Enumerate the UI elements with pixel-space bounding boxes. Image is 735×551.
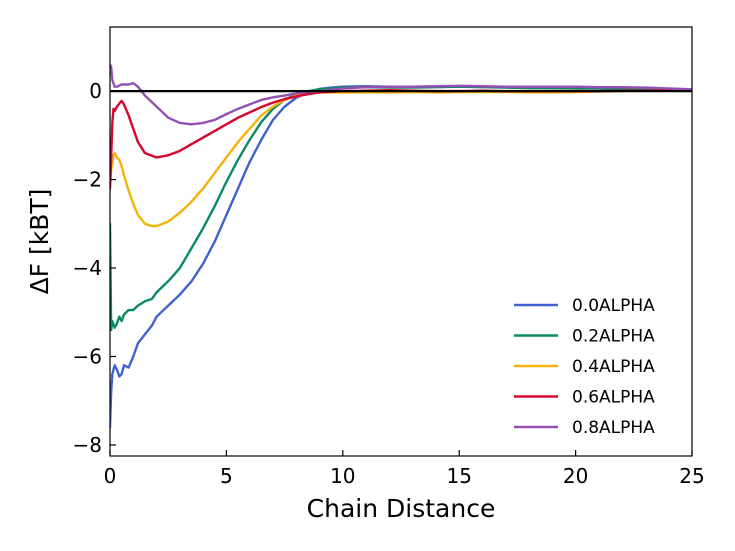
x-tick-label: 20: [563, 464, 588, 488]
y-tick-label: −4: [73, 256, 102, 280]
series-line-0-6alpha: [110, 89, 692, 190]
y-tick-label: −8: [73, 433, 102, 457]
x-tick-label: 25: [679, 464, 704, 488]
y-tick-label: −2: [73, 168, 102, 192]
x-tick-label: 10: [330, 464, 355, 488]
legend-label-0-4alpha: 0.4ALPHA: [572, 357, 655, 377]
y-axis-ticks: −8 −6 −4 −2 0: [73, 79, 116, 457]
series-line-0-8alpha: [110, 63, 692, 126]
x-tick-label: 15: [446, 464, 471, 488]
x-axis-ticks: 0 5 10 15 20 25: [104, 450, 705, 488]
x-tick-label: 5: [220, 464, 233, 488]
plot-frame: [109, 26, 693, 457]
x-axis-label: Chain Distance: [307, 494, 496, 523]
y-tick-label: 0: [89, 79, 102, 103]
legend-label-0-2alpha: 0.2ALPHA: [572, 327, 655, 347]
legend-label-0-6alpha: 0.6ALPHA: [572, 388, 655, 408]
series-line-0-4alpha: [110, 89, 692, 228]
y-tick-label: −6: [73, 344, 102, 368]
y-axis-label: ΔF [kBT]: [25, 189, 54, 295]
legend: 0.0ALPHA 0.2ALPHA 0.4ALPHA 0.6ALPHA 0.8ALPHA: [514, 296, 655, 438]
x-tick-label: 0: [104, 464, 117, 488]
legend-label-0-0alpha: 0.0ALPHA: [572, 296, 655, 316]
series-lines: [110, 63, 692, 429]
series-line-0-2alpha: [110, 85, 692, 332]
legend-label-0-8alpha: 0.8ALPHA: [572, 418, 655, 438]
